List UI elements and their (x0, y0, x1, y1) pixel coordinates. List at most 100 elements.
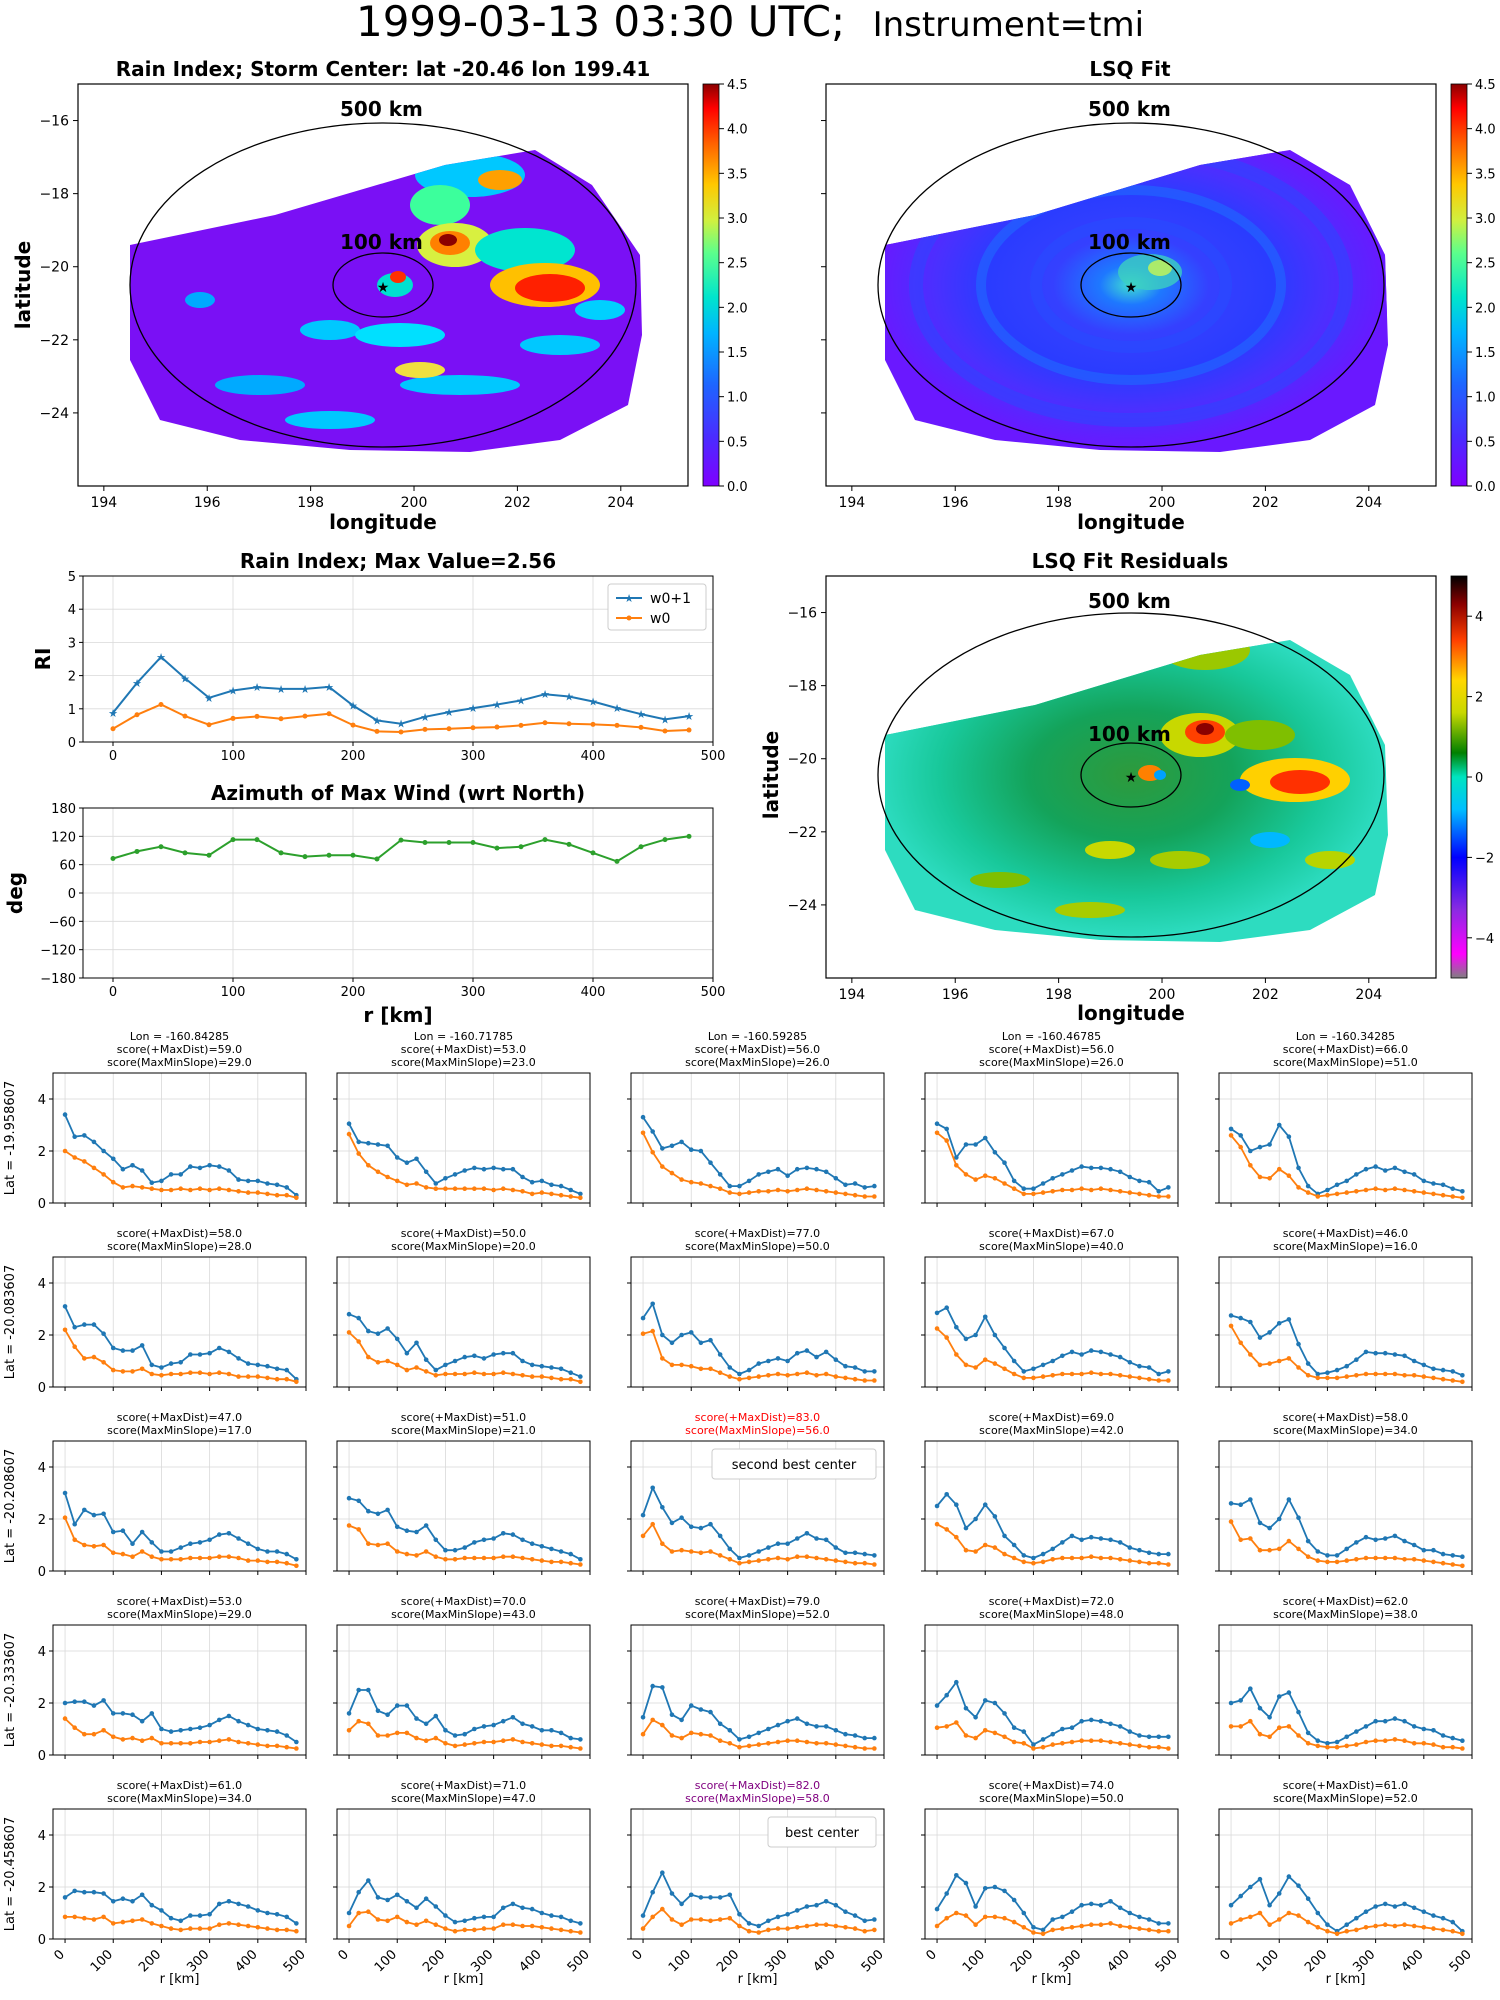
data-point (698, 1895, 704, 1900)
data-point (568, 1928, 574, 1934)
data-point (1440, 1551, 1446, 1557)
colorbar-tick-label: 4.0 (1475, 123, 1496, 138)
data-point (775, 1187, 781, 1193)
data-point (1315, 1371, 1321, 1377)
data-point (717, 1352, 723, 1357)
data-point (1450, 1553, 1456, 1558)
panel-score-maxminslope: score(MaxMinSlope)=28.0 (107, 1240, 252, 1253)
data-point (350, 852, 356, 858)
data-point (284, 1744, 290, 1750)
data-point (1166, 1746, 1171, 1751)
data-point (72, 1888, 77, 1894)
data-point (1440, 1182, 1446, 1188)
data-point (1166, 1378, 1171, 1383)
data-point (1296, 1365, 1301, 1370)
colorbar-tick-label: 3.5 (1475, 167, 1496, 182)
grid-panel: 0 100 200 300 400 500score(+MaxDist)=74.0scor… (921, 1779, 1181, 1987)
data-point (717, 1186, 723, 1191)
data-point (494, 724, 500, 730)
data-point (168, 1549, 174, 1554)
data-point (443, 1557, 448, 1562)
colorbar-tick-label: 0.0 (1475, 480, 1496, 495)
data-point (375, 1733, 381, 1738)
data-point (294, 1746, 299, 1751)
data-point (1137, 1547, 1142, 1553)
map-x-tick-label: 202 (504, 495, 531, 511)
data-point (1050, 1373, 1056, 1378)
data-point (1079, 1164, 1084, 1169)
data-point (481, 1537, 487, 1543)
data-point (82, 1699, 87, 1704)
data-point (110, 1921, 116, 1926)
data-point (843, 1559, 848, 1565)
panel-score-maxminslope: score(MaxMinSlope)=43.0 (391, 1608, 536, 1621)
data-point (872, 1369, 877, 1374)
data-point (1305, 1361, 1311, 1366)
data-point (1257, 1876, 1263, 1882)
data-point (852, 1560, 858, 1566)
data-point (1088, 1717, 1094, 1723)
data-point (350, 722, 356, 728)
map-y-tick-label: −22 (39, 333, 69, 349)
data-point (1088, 1370, 1094, 1375)
panel-legend-box (711, 1448, 877, 1480)
data-point (1257, 1144, 1263, 1150)
data-point (254, 837, 260, 843)
data-point (197, 1913, 203, 1918)
data-point (539, 1910, 545, 1916)
data-point (1079, 1718, 1084, 1724)
data-point (226, 1899, 232, 1904)
panel-lon-label: Lon = -160.84285 (130, 1030, 229, 1043)
data-point (385, 1541, 390, 1546)
data-point (216, 1901, 222, 1907)
data-point (872, 1927, 877, 1933)
data-point (963, 1362, 969, 1368)
data-point (394, 1703, 400, 1708)
data-point (1108, 1371, 1113, 1377)
grid-panel: score(+MaxDist)=58.0score(MaxMinSlope)=3… (1215, 1411, 1473, 1575)
data-point (366, 1328, 371, 1334)
data-point (1344, 1178, 1350, 1184)
data-point (944, 1138, 949, 1143)
data-point (558, 1559, 564, 1565)
data-point (82, 1889, 87, 1895)
data-point (756, 1930, 762, 1935)
data-point (284, 1376, 290, 1382)
data-point (766, 1557, 771, 1562)
data-point (1108, 1921, 1113, 1926)
data-point (963, 1525, 969, 1531)
data-point (1117, 1189, 1123, 1194)
data-point (1021, 1910, 1027, 1916)
data-point (110, 1711, 116, 1716)
data-point (833, 1923, 839, 1929)
data-point (1146, 1192, 1152, 1198)
data-point (1363, 1909, 1369, 1914)
data-point (491, 1914, 496, 1920)
resid-x-ticks: 194 196 198 200 202 204 (838, 978, 1382, 1003)
data-point (188, 1187, 193, 1193)
data-point (766, 1358, 771, 1364)
panel-score-maxminslope: score(MaxMinSlope)=52.0 (685, 1608, 830, 1621)
data-point (1276, 1546, 1282, 1552)
data-point (346, 1495, 352, 1501)
data-point (423, 1523, 429, 1528)
data-point (158, 844, 164, 850)
data-point (226, 1713, 232, 1719)
data-point (1040, 1190, 1046, 1195)
data-point (110, 1734, 116, 1740)
data-point (159, 1741, 164, 1746)
data-point (862, 1560, 868, 1566)
data-point (1286, 1173, 1292, 1178)
data-point (245, 1558, 251, 1563)
data-point (785, 1358, 790, 1364)
resid-ylabel: latitude (759, 731, 783, 819)
data-point (794, 1536, 800, 1541)
data-point (852, 1376, 858, 1382)
data-point (992, 1514, 998, 1519)
data-point (356, 1315, 361, 1321)
data-point (539, 1544, 545, 1549)
panel-score-maxdist: score(+MaxDist)=51.0 (401, 1411, 526, 1424)
data-point (1248, 1163, 1253, 1168)
data-point (149, 1186, 155, 1191)
data-point (1315, 1743, 1321, 1749)
